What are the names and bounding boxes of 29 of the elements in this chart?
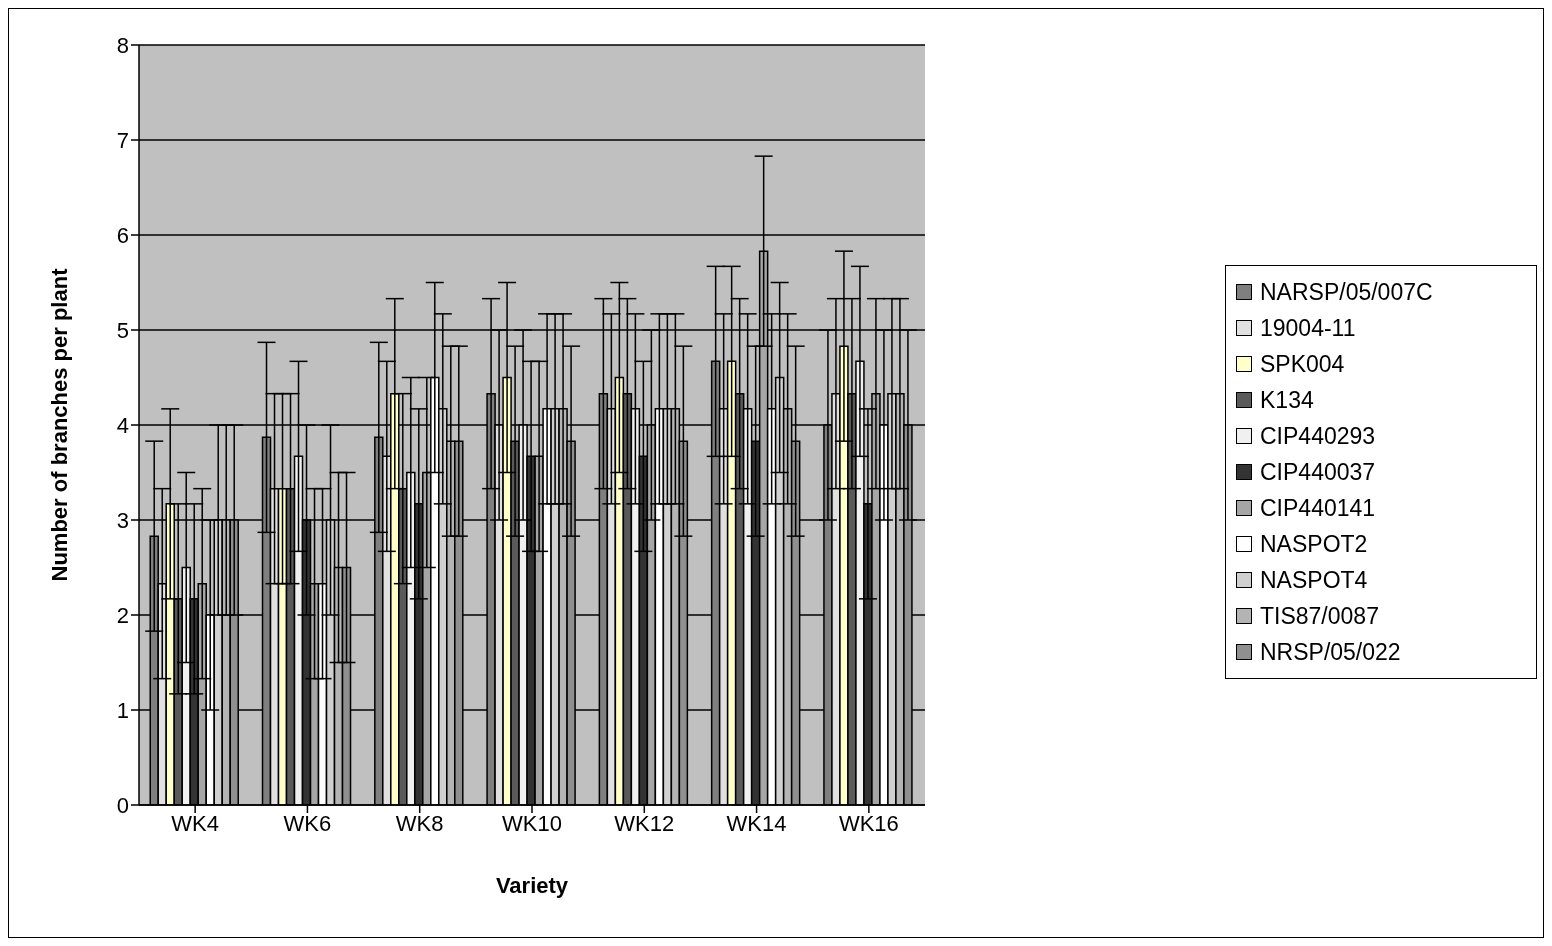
legend-label: TIS87/0087 bbox=[1260, 602, 1379, 631]
x-tick-label: WK12 bbox=[614, 810, 675, 836]
x-axis-title: Variety bbox=[495, 873, 569, 898]
y-tick-label: 1 bbox=[116, 697, 129, 723]
y-tick-label: 6 bbox=[116, 222, 129, 248]
x-tick-label: WK8 bbox=[395, 810, 444, 836]
y-tick-label: 7 bbox=[116, 127, 129, 153]
legend-label: CIP440141 bbox=[1260, 494, 1376, 523]
y-tick-label: 5 bbox=[116, 317, 129, 343]
legend-label: 19004-11 bbox=[1260, 314, 1356, 343]
y-axis-title: Number of branches per plant bbox=[46, 267, 72, 582]
legend-label: SPK004 bbox=[1260, 350, 1345, 379]
x-tick-label: WK6 bbox=[283, 810, 332, 836]
y-tick-label: 3 bbox=[116, 507, 129, 533]
legend-label: NASPOT2 bbox=[1260, 530, 1368, 559]
x-tick-label: WK10 bbox=[502, 810, 562, 836]
legend-label: CIP440293 bbox=[1260, 422, 1376, 451]
x-tick-label: WK14 bbox=[726, 810, 787, 836]
y-tick-label: 2 bbox=[116, 602, 129, 628]
legend-label: NRSP/05/022 bbox=[1260, 638, 1401, 667]
x-tick-label: WK16 bbox=[838, 810, 899, 836]
x-tick-label: WK4 bbox=[171, 810, 219, 836]
y-tick-label: 4 bbox=[116, 412, 129, 438]
legend-label: NARSP/05/007C bbox=[1260, 278, 1433, 307]
y-tick-label: 8 bbox=[116, 32, 129, 58]
legend-label: NASPOT4 bbox=[1260, 566, 1368, 595]
legend-label: K134 bbox=[1260, 386, 1314, 415]
legend-label: CIP440037 bbox=[1260, 458, 1376, 487]
y-tick-label: 0 bbox=[116, 792, 129, 818]
